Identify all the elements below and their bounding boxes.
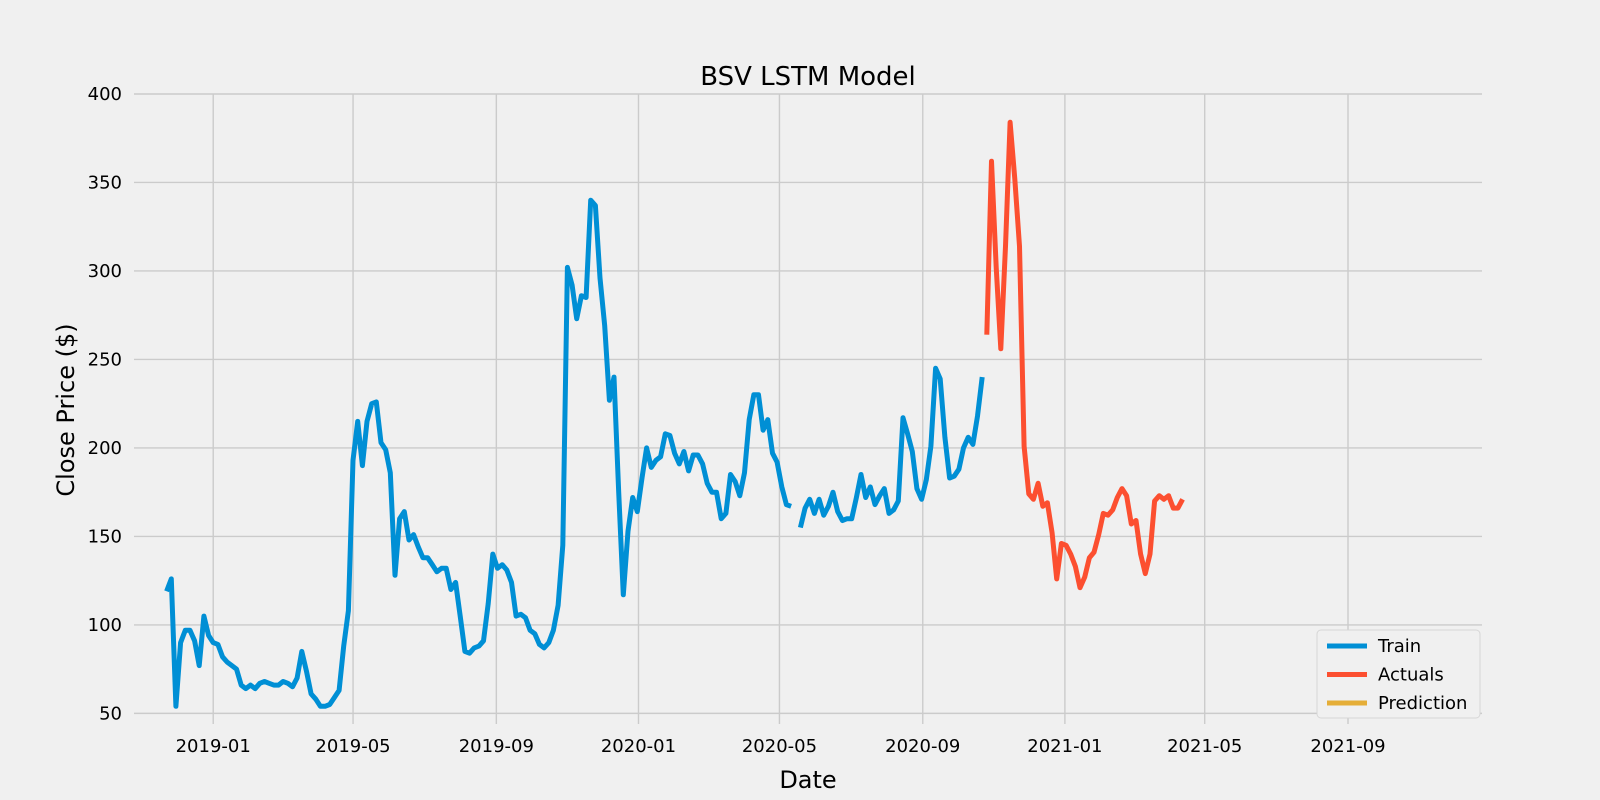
- x-axis-title: Date: [779, 766, 836, 794]
- series-layer: [164, 119, 1185, 709]
- x-tick-label: 2020-01: [601, 736, 676, 757]
- y-tick-label: 300: [88, 261, 122, 282]
- x-tick-label: 2021-09: [1310, 736, 1385, 757]
- grid: [134, 93, 1482, 724]
- y-tick-label: 200: [88, 438, 122, 459]
- legend-label: Actuals: [1378, 665, 1444, 686]
- legend-label: Train: [1377, 636, 1421, 657]
- y-tick-label: 400: [88, 84, 122, 105]
- chart-title: BSV LSTM Model: [700, 62, 916, 92]
- legend: Train Actuals Prediction: [1316, 629, 1481, 719]
- tick-labels: 50 100 150 200 250 300 350 400 2019-01 2019-05 201…: [88, 84, 1386, 757]
- x-tick-label: 2021-05: [1167, 736, 1242, 757]
- series-line-train: [797, 365, 985, 529]
- series-line-train: [164, 197, 792, 709]
- series-line-actuals: [984, 119, 1185, 591]
- y-axis-title: Close Price ($): [52, 323, 80, 496]
- x-tick-label: 2019-09: [459, 736, 534, 757]
- x-tick-label: 2019-01: [176, 736, 251, 757]
- x-tick-label: 2020-09: [885, 736, 960, 757]
- x-tick-label: 2019-05: [315, 736, 390, 757]
- x-tick-label: 2020-05: [742, 736, 817, 757]
- y-tick-label: 250: [88, 349, 122, 370]
- plot-area: [134, 94, 1482, 724]
- legend-label: Prediction: [1378, 693, 1467, 714]
- x-tick-label: 2021-01: [1027, 736, 1102, 757]
- y-tick-label: 350: [88, 172, 122, 193]
- y-tick-label: 100: [88, 615, 122, 636]
- legend-box: [1316, 629, 1481, 719]
- y-tick-label: 50: [99, 703, 122, 724]
- y-tick-label: 150: [88, 526, 122, 547]
